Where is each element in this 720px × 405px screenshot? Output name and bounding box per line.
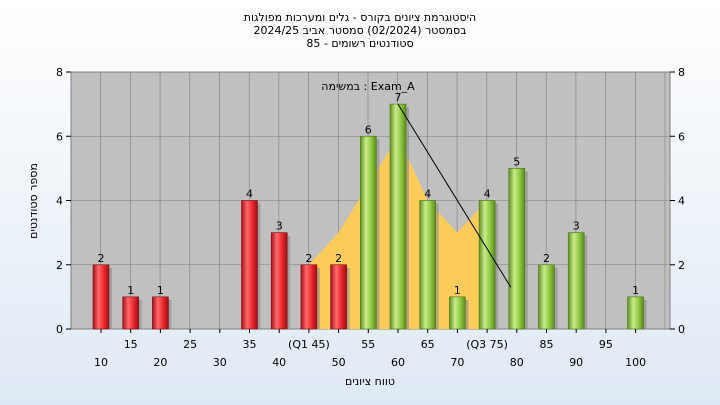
x-tick-label: 95 — [599, 338, 613, 351]
bar — [478, 200, 496, 330]
chart-title-line-2: בסמסטר (02/2024) סמסטר אביב 2024/25 — [253, 24, 466, 37]
bar-value-label: 5 — [513, 155, 520, 168]
bar-value-label: 2 — [543, 252, 550, 265]
x-tick-label: 70 — [450, 356, 464, 369]
bar-value-label: 2 — [305, 252, 312, 265]
x-tick-label: 85 — [540, 338, 554, 351]
bar — [152, 296, 169, 330]
x-tick-label: 90 — [569, 356, 583, 369]
bars-layer — [92, 103, 647, 330]
bar-value-label: 6 — [365, 123, 372, 136]
x-tick-label: 25 — [183, 338, 197, 351]
bar — [300, 264, 318, 330]
bar-value-label: 3 — [276, 220, 283, 233]
bar — [389, 103, 407, 330]
bar — [419, 200, 437, 330]
bar — [567, 232, 585, 330]
x-tick-label: 80 — [510, 356, 524, 369]
bar-value-label: 4 — [424, 188, 431, 201]
x-tick-label: 10 — [94, 356, 108, 369]
x-tick-label: 50 — [332, 356, 346, 369]
x-tick-label: 30 — [213, 356, 227, 369]
bar — [508, 168, 526, 330]
bar-value-label: 7 — [395, 91, 402, 104]
y-axis-label: מספר סטודנטים — [27, 163, 40, 239]
y-tick-label-right: 8 — [678, 66, 685, 79]
bar-value-label: 3 — [573, 220, 580, 233]
x-tick-label: 65 — [421, 338, 435, 351]
x-tick-label: 20 — [153, 356, 167, 369]
bar-value-label: 1 — [454, 284, 461, 297]
x-axis-label: טווח ציונים — [345, 375, 395, 388]
bar — [92, 264, 110, 330]
y-tick-label-right: 6 — [678, 130, 685, 143]
y-tick-label-right: 2 — [678, 259, 685, 272]
y-tick-label-left: 8 — [56, 66, 63, 79]
x-tick-label: (Q1 45) — [288, 338, 330, 351]
x-tick-label: 60 — [391, 356, 405, 369]
x-tick-label: 15 — [124, 338, 138, 351]
bar — [359, 135, 377, 330]
x-tick-label: 35 — [243, 338, 257, 351]
y-tick-label-left: 0 — [56, 323, 63, 336]
chart-subtitle: במשימה : Exam_A — [321, 80, 415, 93]
y-tick-label-right: 4 — [678, 195, 685, 208]
bar-value-label: 1 — [157, 284, 164, 297]
chart-title-line-3: סטודנטים רשומים - 85 — [306, 37, 413, 50]
y-tick-label-left: 2 — [56, 259, 63, 272]
y-tick-label-left: 4 — [56, 195, 63, 208]
trend-line — [397, 103, 512, 288]
bar — [122, 296, 139, 330]
x-tick-label: (Q3 75) — [466, 338, 508, 351]
x-tick-label: 55 — [361, 338, 375, 351]
y-tick-label-left: 6 — [56, 130, 63, 143]
x-tick-label: 40 — [272, 356, 286, 369]
x-tick-label: 100 — [625, 356, 646, 369]
bar-value-label: 4 — [246, 188, 253, 201]
bar — [449, 296, 466, 330]
chart-title-line-1: היסטוגרמת ציונים בקורס - גלים ומערכות מפ… — [244, 11, 476, 24]
bar — [270, 232, 288, 330]
bar — [538, 264, 555, 330]
bar-value-label: 2 — [335, 252, 342, 265]
y-tick-label-right: 0 — [678, 323, 685, 336]
bar — [627, 296, 644, 330]
bar — [241, 200, 258, 330]
bar-value-label: 2 — [98, 252, 105, 265]
bar-value-label: 4 — [484, 188, 491, 201]
bar-value-label: 1 — [632, 284, 639, 297]
bar-labels-layer: 2 1 1 4 3 2 2 6 7 4 1 4 5 2 3 1 — [98, 91, 640, 297]
bar-value-label: 1 — [127, 284, 134, 297]
chart-title: היסטוגרמת ציונים בקורס - גלים ומערכות מפ… — [244, 11, 476, 50]
bar — [330, 264, 347, 330]
